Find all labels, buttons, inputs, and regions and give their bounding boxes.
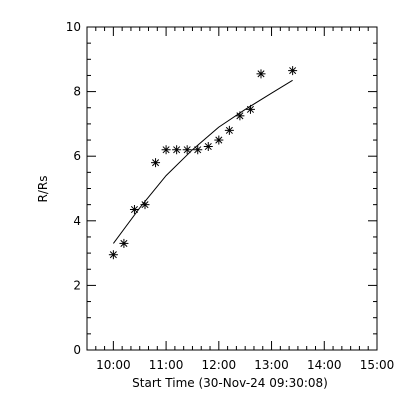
x-tick-label: 11:00: [149, 358, 184, 372]
data-point: [161, 145, 171, 155]
data-point: [193, 145, 203, 155]
y-axis-label: R/Rs: [36, 176, 50, 203]
data-point: [288, 66, 298, 76]
tick-labels: 10:00 11:00 12:00 13:00 14:00 15:00 0 2 4 6 8 10: [66, 20, 395, 372]
y-tick-label: 8: [73, 85, 81, 99]
data-point: [224, 125, 234, 135]
chart-marks: [108, 66, 298, 260]
y-tick-label: 10: [66, 20, 81, 34]
data-point: [140, 200, 150, 210]
plot-frame: [86, 26, 378, 351]
data-point: [129, 204, 139, 214]
fit-line: [112, 79, 293, 244]
x-tick-label: 14:00: [307, 358, 342, 372]
axis-ticks: [86, 26, 378, 351]
y-tick-label: 2: [73, 278, 81, 292]
data-point: [182, 145, 192, 155]
y-tick-label: 0: [73, 343, 81, 357]
y-tick-label: 4: [73, 214, 81, 228]
data-point: [151, 158, 161, 168]
data-point: [245, 104, 255, 114]
y-tick-label: 6: [73, 149, 81, 163]
x-tick-label: 13:00: [254, 358, 289, 372]
x-axis-label: Start Time (30-Nov-24 09:30:08): [132, 376, 328, 390]
data-point: [203, 142, 213, 152]
data-point: [214, 135, 224, 145]
x-tick-label: 12:00: [202, 358, 237, 372]
data-point: [108, 250, 118, 260]
data-point: [119, 238, 129, 248]
data-point: [172, 145, 182, 155]
x-tick-label: 15:00: [360, 358, 395, 372]
data-point: [256, 69, 266, 79]
data-point: [235, 111, 245, 121]
x-tick-label: 10:00: [96, 358, 131, 372]
